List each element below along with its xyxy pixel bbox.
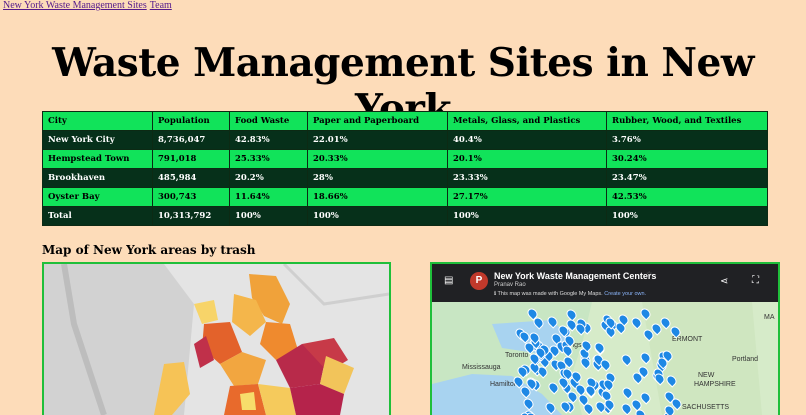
cell-rubber: 3.76%: [606, 130, 768, 150]
cell-city: Total: [42, 206, 153, 226]
table-row: New York City 8,736,047 42.83% 22.01% 40…: [42, 130, 768, 150]
fullscreen-icon[interactable]: ⛶: [752, 275, 759, 286]
top-nav: New York Waste Management Sites Team: [3, 0, 175, 11]
cell-population: 300,743: [152, 187, 230, 207]
header-population: Population: [152, 111, 230, 131]
cell-food: 20.2%: [229, 168, 308, 188]
header-city: City: [42, 111, 153, 131]
choropleth-map[interactable]: [42, 262, 391, 415]
google-map-embed[interactable]: ▤ P New York Waste Management Centers ☆ …: [430, 262, 780, 415]
cell-paper: 22.01%: [307, 130, 448, 150]
cell-population: 10,313,792: [152, 206, 230, 226]
avatar: P: [470, 272, 488, 290]
choropleth-map-graphic: [44, 264, 389, 415]
cell-food: 100%: [229, 206, 308, 226]
google-map-author: Pranav Rao: [494, 282, 526, 288]
cell-paper: 20.33%: [307, 149, 448, 169]
cell-metals: 27.17%: [447, 187, 607, 207]
header-food-waste: Food Waste: [229, 111, 308, 131]
cell-rubber: 23.47%: [606, 168, 768, 188]
header-rubber: Rubber, Wood, and Textiles: [606, 111, 768, 131]
cell-metals: 40.4%: [447, 130, 607, 150]
google-map-header: ▤ P New York Waste Management Centers ☆ …: [432, 264, 778, 302]
share-icon[interactable]: ⋖: [720, 276, 729, 287]
place-label: Portland: [732, 356, 759, 363]
cell-paper: 18.66%: [307, 187, 448, 207]
place-label: Hamilton: [490, 381, 518, 388]
cell-rubber: 30.24%: [606, 149, 768, 169]
table-row: Hempstead Town 791,018 25.33% 20.33% 20.…: [42, 149, 768, 169]
place-label: HAMPSHIRE: [694, 381, 736, 388]
place-label: ERMONT: [672, 336, 703, 343]
cell-rubber: 100%: [606, 206, 768, 226]
table-row: Oyster Bay 300,743 11.64% 18.66% 27.17% …: [42, 187, 768, 207]
cell-food: 11.64%: [229, 187, 308, 207]
cell-city: Brookhaven: [42, 168, 153, 188]
cell-paper: 100%: [307, 206, 448, 226]
cell-metals: 100%: [447, 206, 607, 226]
place-label: Toronto: [505, 352, 529, 359]
cell-food: 25.33%: [229, 149, 308, 169]
place-label: SACHUSETTS: [682, 404, 730, 411]
header-metals: Metals, Glass, and Plastics: [447, 111, 607, 131]
cell-rubber: 42.53%: [606, 187, 768, 207]
table-header-row: City Population Food Waste Paper and Pap…: [42, 111, 768, 131]
google-map-title[interactable]: New York Waste Management Centers: [494, 271, 657, 281]
cell-population: 8,736,047: [152, 130, 230, 150]
place-label: Mississauga: [462, 364, 501, 371]
place-label: Kingston: [564, 342, 592, 349]
page-title: Waste Management Sites in New York: [52, 40, 754, 132]
google-map-note: ℹ This map was made with Google My Maps.…: [494, 291, 647, 297]
sidebar-toggle-icon[interactable]: ▤: [444, 275, 454, 286]
table-row-total: Total 10,313,792 100% 100% 100% 100%: [42, 206, 768, 226]
cell-city: Hempstead Town: [42, 149, 153, 169]
nav-link-sites[interactable]: New York Waste Management Sites: [3, 0, 147, 11]
place-label: NEW: [698, 372, 715, 379]
table-row: Brookhaven 485,984 20.2% 28% 23.33% 23.4…: [42, 168, 768, 188]
cell-city: Oyster Bay: [42, 187, 153, 207]
cell-metals: 20.1%: [447, 149, 607, 169]
cell-paper: 28%: [307, 168, 448, 188]
cell-food: 42.83%: [229, 130, 308, 150]
nav-link-team[interactable]: Team: [149, 0, 172, 11]
cell-population: 791,018: [152, 149, 230, 169]
note-text: This map was made with Google My Maps.: [497, 291, 603, 297]
place-label: MA: [764, 314, 775, 321]
cell-city: New York City: [42, 130, 153, 150]
header-paper: Paper and Paperboard: [307, 111, 448, 131]
cell-metals: 23.33%: [447, 168, 607, 188]
map-heading: Map of New York areas by trash: [42, 243, 256, 257]
star-icon[interactable]: ☆: [646, 271, 653, 278]
create-own-link[interactable]: Create your own.: [604, 291, 647, 297]
waste-table: City Population Food Waste Paper and Pap…: [42, 111, 768, 226]
cell-population: 485,984: [152, 168, 230, 188]
